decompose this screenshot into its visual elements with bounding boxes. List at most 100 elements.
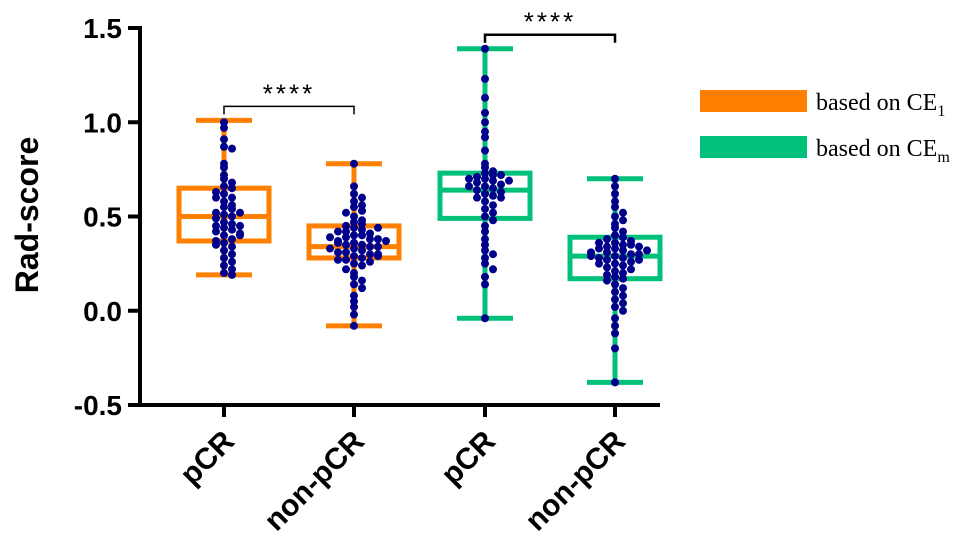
- data-point: [350, 238, 358, 247]
- data-point: [220, 246, 228, 255]
- data-point: [350, 297, 358, 306]
- data-point: [627, 240, 635, 249]
- data-point: [619, 299, 627, 308]
- bracket-line: [223, 105, 355, 115]
- data-point: [358, 253, 366, 262]
- data-point: [611, 212, 619, 221]
- legend: based on CE1 based on CEm: [700, 90, 950, 166]
- data-point: [619, 261, 627, 270]
- data-point: [374, 242, 382, 251]
- data-point: [489, 171, 497, 180]
- data-point: [619, 246, 627, 255]
- data-point: [228, 235, 236, 244]
- data-point: [481, 118, 489, 127]
- data-point: [611, 287, 619, 296]
- y-axis-label: Rad-score: [9, 137, 45, 294]
- data-point: [481, 227, 489, 236]
- data-point: [374, 223, 382, 232]
- data-point: [489, 176, 497, 185]
- significance-bracket: ****: [223, 78, 355, 115]
- data-point: [595, 259, 603, 268]
- data-point: [619, 233, 627, 242]
- data-point: [212, 240, 220, 249]
- data-point: [603, 235, 611, 244]
- data-point: [342, 240, 350, 249]
- data-point: [212, 208, 220, 217]
- data-point: [350, 272, 358, 281]
- data-point: [603, 242, 611, 251]
- data-point: [619, 208, 627, 217]
- data-point: [350, 223, 358, 232]
- data-point: [366, 235, 374, 244]
- y-tick-label: -0.5: [74, 390, 122, 421]
- x-category-label: non-pCR: [258, 424, 371, 537]
- data-point: [481, 272, 489, 281]
- data-point: [350, 212, 358, 221]
- data-point: [358, 220, 366, 229]
- data-point: [350, 302, 358, 311]
- data-point: [342, 208, 350, 217]
- data-point: [220, 223, 228, 232]
- data-point: [611, 238, 619, 247]
- data-point: [358, 261, 366, 270]
- data-point: [366, 257, 374, 266]
- data-point: [595, 253, 603, 262]
- data-point: [603, 270, 611, 279]
- data-point: [350, 310, 358, 319]
- data-point: [481, 246, 489, 255]
- data-point: [228, 225, 236, 234]
- data-point: [611, 295, 619, 304]
- box-group: [437, 44, 533, 323]
- data-point: [611, 252, 619, 261]
- data-point: [382, 237, 390, 246]
- x-category-label: pCR: [435, 424, 502, 491]
- data-point: [342, 233, 350, 242]
- box-group: [567, 174, 663, 387]
- data-point: [220, 238, 228, 247]
- data-point: [334, 255, 342, 264]
- data-point: [481, 253, 489, 262]
- data-point: [481, 189, 489, 198]
- data-point: [228, 220, 236, 229]
- box-group: [306, 159, 402, 330]
- data-point: [334, 248, 342, 257]
- data-point: [611, 267, 619, 276]
- y-tick-label: 0.0: [83, 296, 122, 327]
- data-point: [627, 250, 635, 259]
- data-point: [350, 203, 358, 212]
- data-point: [603, 276, 611, 285]
- data-point: [220, 261, 228, 270]
- data-point: [220, 231, 228, 240]
- data-point: [358, 284, 366, 293]
- data-point: [350, 252, 358, 261]
- legend-label: based on CE1: [816, 90, 945, 120]
- data-point: [236, 208, 244, 217]
- data-point: [228, 270, 236, 279]
- data-point: [212, 221, 220, 230]
- data-point: [595, 244, 603, 253]
- data-point: [611, 329, 619, 338]
- data-point: [220, 163, 228, 172]
- data-point: [228, 257, 236, 266]
- data-point: [603, 263, 611, 272]
- data-point: [220, 253, 228, 262]
- data-point: [342, 248, 350, 257]
- data-point: [489, 216, 497, 225]
- data-point: [350, 231, 358, 240]
- data-point: [635, 250, 643, 259]
- data-point: [326, 233, 334, 242]
- data-point: [228, 144, 236, 153]
- data-point: [611, 321, 619, 330]
- data-point: [358, 240, 366, 249]
- y-tick-label: 1.5: [83, 13, 122, 44]
- data-point: [603, 248, 611, 257]
- significance-label: ****: [263, 78, 315, 108]
- data-point: [350, 197, 358, 206]
- data-point: [326, 244, 334, 253]
- data-point: [619, 291, 627, 300]
- y-tick-label: 1.0: [83, 107, 122, 138]
- data-point: [619, 306, 627, 315]
- data-point: [489, 184, 497, 193]
- data-point: [481, 280, 489, 289]
- box-group: [176, 117, 272, 279]
